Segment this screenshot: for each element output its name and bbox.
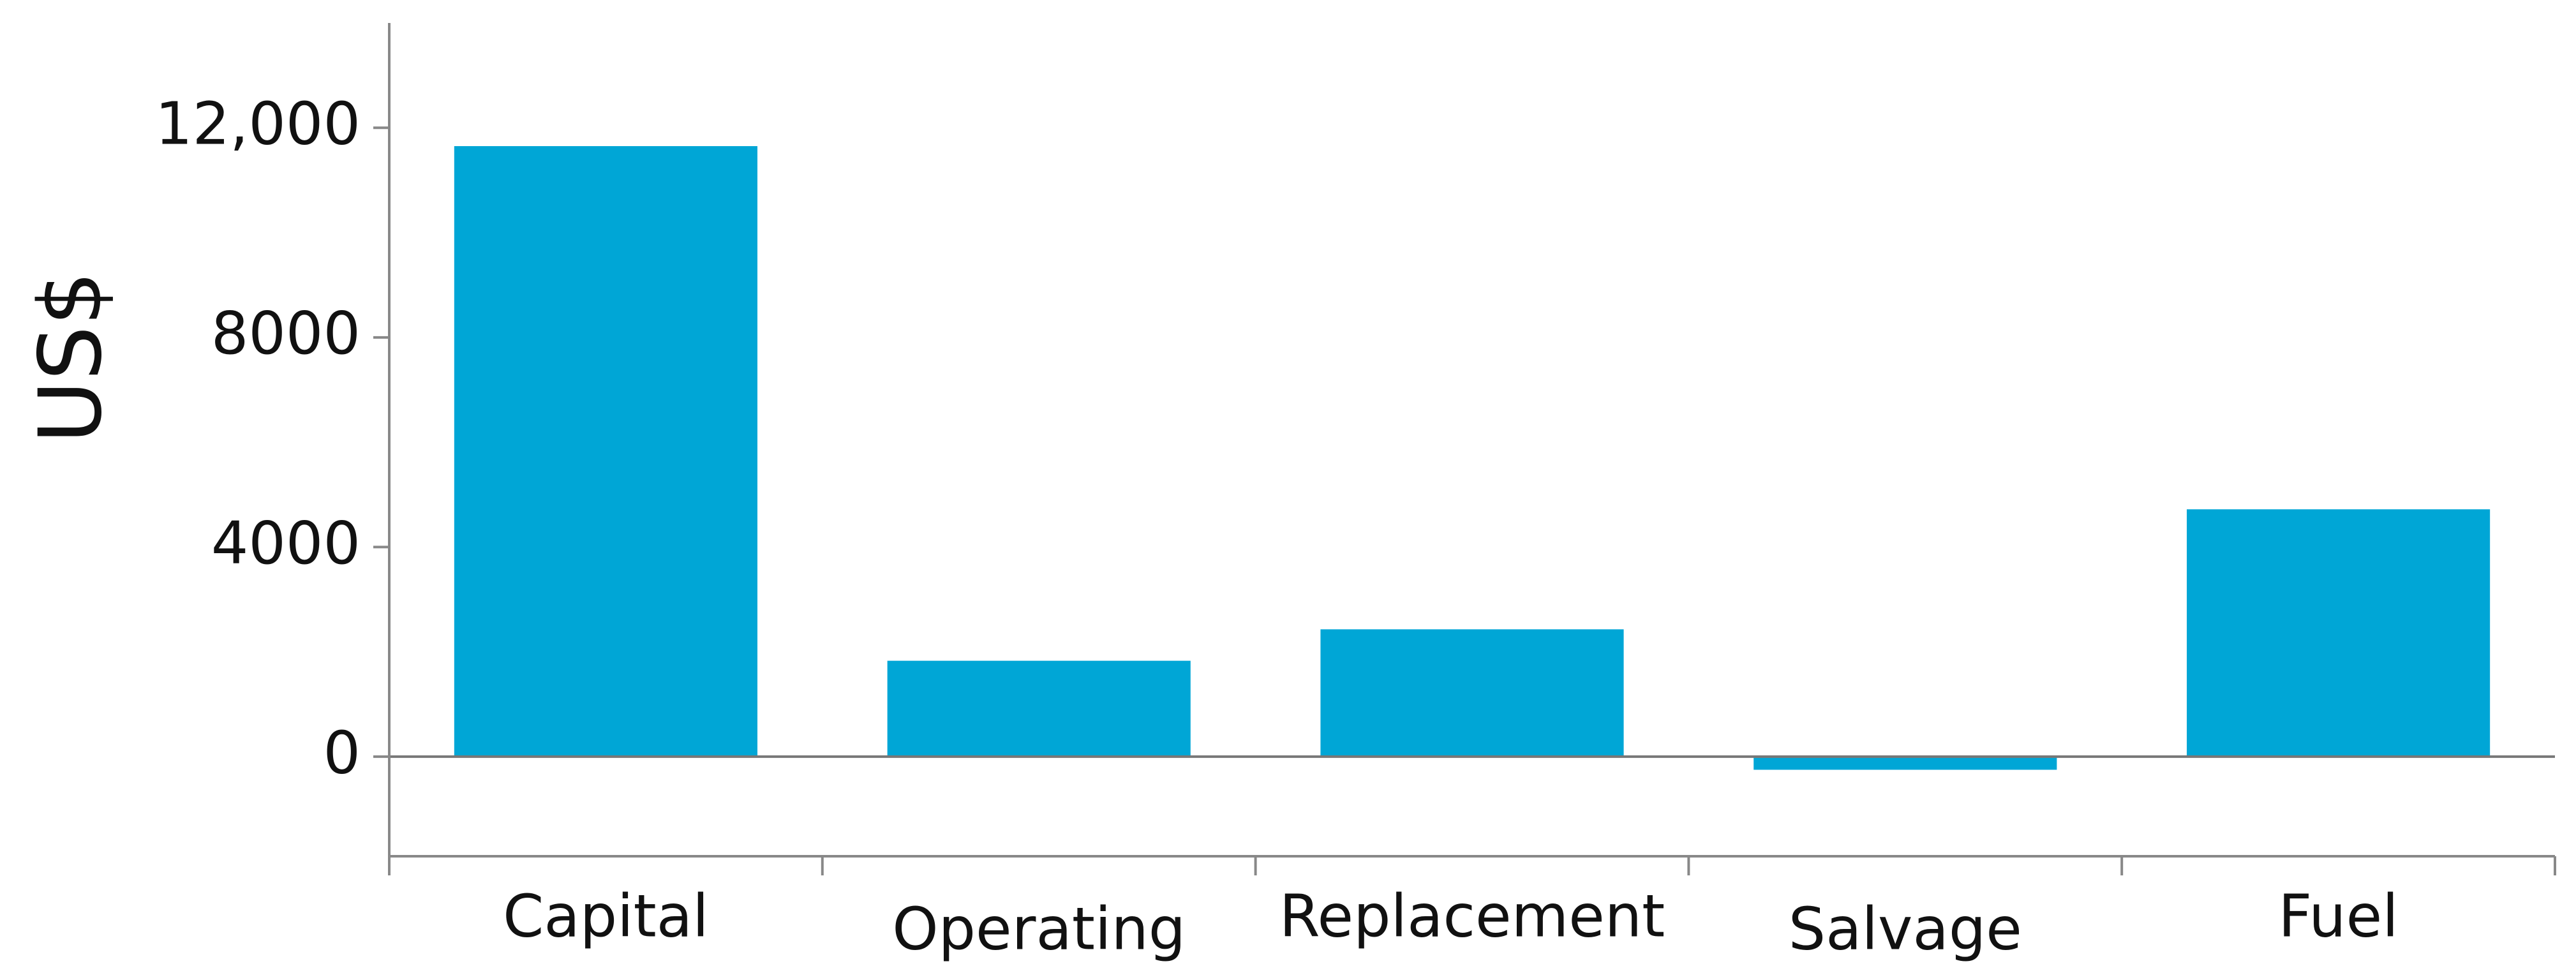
bar bbox=[1320, 629, 1624, 757]
y-axis-label: US$ bbox=[20, 271, 121, 443]
bar bbox=[1753, 756, 2057, 770]
x-tick-label: Replacement bbox=[1279, 882, 1665, 950]
x-tick-label: Fuel bbox=[2278, 882, 2398, 950]
y-tick-label: 12,000 bbox=[155, 90, 361, 158]
x-tick-label: Capital bbox=[503, 882, 709, 950]
y-tick-label: 4000 bbox=[211, 509, 361, 577]
bar bbox=[454, 146, 757, 757]
x-tick-label: Salvage bbox=[1789, 895, 2022, 963]
y-tick-label: 8000 bbox=[211, 299, 361, 368]
y-tick-label: 0 bbox=[323, 718, 361, 787]
bar bbox=[2187, 509, 2490, 757]
x-tick-label: Operating bbox=[892, 895, 1186, 963]
bar bbox=[887, 660, 1191, 757]
